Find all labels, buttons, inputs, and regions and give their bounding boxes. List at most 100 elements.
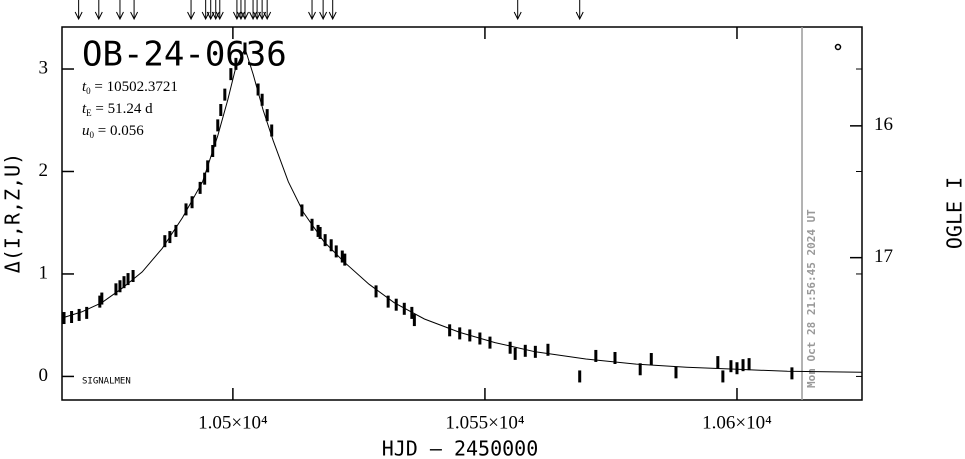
data-point — [410, 306, 414, 319]
observation-arrow — [241, 0, 249, 21]
data-point — [790, 367, 794, 380]
arrow-head — [241, 11, 249, 21]
arrow-head — [308, 11, 316, 21]
x-tick-label: 1.06×10⁴ — [702, 412, 772, 433]
data-point — [546, 343, 550, 356]
y-tick-label: 1 — [39, 262, 49, 283]
data-point — [729, 360, 733, 373]
data-point — [716, 356, 720, 369]
data-point — [374, 285, 378, 298]
data-point — [343, 253, 347, 266]
data-point — [100, 292, 104, 305]
data-point — [478, 332, 482, 345]
data-point — [223, 88, 227, 101]
arrow-head — [116, 11, 124, 21]
y-tick-label: 2 — [39, 160, 49, 181]
observation-arrow — [319, 0, 328, 21]
arrow-head — [328, 11, 337, 21]
data-point — [168, 231, 172, 244]
observation-arrow — [249, 0, 257, 21]
data-point — [578, 370, 582, 383]
data-point — [674, 366, 678, 379]
param-symbol: u — [82, 123, 90, 139]
data-point — [62, 312, 66, 325]
param-symbol: t — [82, 79, 87, 95]
data-point — [533, 345, 537, 358]
observation-arrow — [308, 0, 316, 21]
data-point — [216, 119, 220, 132]
plot-frame — [61, 26, 863, 401]
data-point — [174, 224, 178, 237]
model-curve — [61, 47, 863, 373]
data-point — [70, 310, 74, 323]
arrow-head — [237, 11, 245, 21]
data-point — [402, 302, 406, 315]
data-point — [594, 349, 598, 362]
data-point — [211, 144, 215, 157]
data-point — [203, 172, 207, 185]
data-point — [243, 42, 247, 55]
data-point — [122, 276, 126, 289]
arrow-head — [319, 11, 328, 21]
observation-arrow — [130, 0, 139, 21]
data-point — [394, 298, 398, 311]
x-axis-label: HJD – 2450000 — [382, 437, 539, 459]
data-point — [523, 344, 527, 357]
data-point — [721, 370, 725, 383]
y-tick-label: 0 — [39, 365, 49, 386]
data-point — [513, 347, 517, 360]
data-point — [323, 234, 327, 247]
data-point — [386, 295, 390, 308]
data-point — [638, 363, 642, 376]
param-value: = 0.056 — [94, 123, 144, 139]
observation-arrow — [116, 0, 124, 21]
data-point — [649, 353, 653, 366]
observation-arrow — [206, 0, 215, 21]
data-point — [118, 280, 122, 293]
arrow-head — [215, 11, 224, 21]
data-point — [300, 204, 304, 217]
param-subscript: 0 — [86, 86, 91, 96]
observation-arrow — [94, 0, 103, 21]
arrow-head — [575, 11, 584, 21]
data-point — [114, 283, 118, 296]
data-point — [219, 104, 223, 117]
arrow-head — [74, 11, 83, 21]
y-tick-label: 3 — [39, 57, 49, 78]
observation-arrow — [74, 0, 83, 21]
model-parameter: t0 = 10502.3721 — [82, 79, 178, 96]
y2-tick-label: 16 — [874, 114, 893, 135]
data-point — [190, 196, 194, 209]
observation-arrow — [211, 0, 220, 21]
param-subscript: 0 — [90, 130, 95, 140]
data-point — [735, 362, 739, 375]
param-value: = 51.24 d — [92, 101, 153, 117]
observation-arrow — [513, 0, 522, 21]
y2-axis-label: OGLE I — [943, 177, 965, 249]
data-point — [256, 83, 260, 96]
data-point — [184, 203, 188, 216]
data-point — [260, 93, 264, 106]
data-point — [229, 68, 233, 81]
data-point — [334, 245, 338, 258]
observation-arrow — [232, 0, 241, 21]
observation-arrow — [187, 0, 195, 21]
param-value: = 10502.3721 — [91, 79, 178, 95]
data-point — [741, 359, 745, 372]
y2-tick-label: 17 — [874, 246, 893, 267]
data-point — [488, 336, 492, 349]
param-symbol: t — [82, 101, 87, 117]
arrow-head — [130, 11, 139, 21]
arrow-head — [249, 11, 257, 21]
arrow-head — [94, 11, 103, 21]
chart-title: OB-24-0636 — [82, 35, 287, 75]
data-point — [265, 109, 269, 122]
footer-label: SIGNALMEN — [82, 377, 131, 387]
data-point — [448, 324, 452, 337]
data-point — [329, 239, 333, 252]
observation-arrow — [328, 0, 337, 21]
data-point — [458, 327, 462, 340]
observation-arrow — [575, 0, 584, 21]
data-point — [340, 250, 344, 263]
timestamp: Mon Oct 28 21:56:45 2024 UT — [805, 209, 818, 388]
